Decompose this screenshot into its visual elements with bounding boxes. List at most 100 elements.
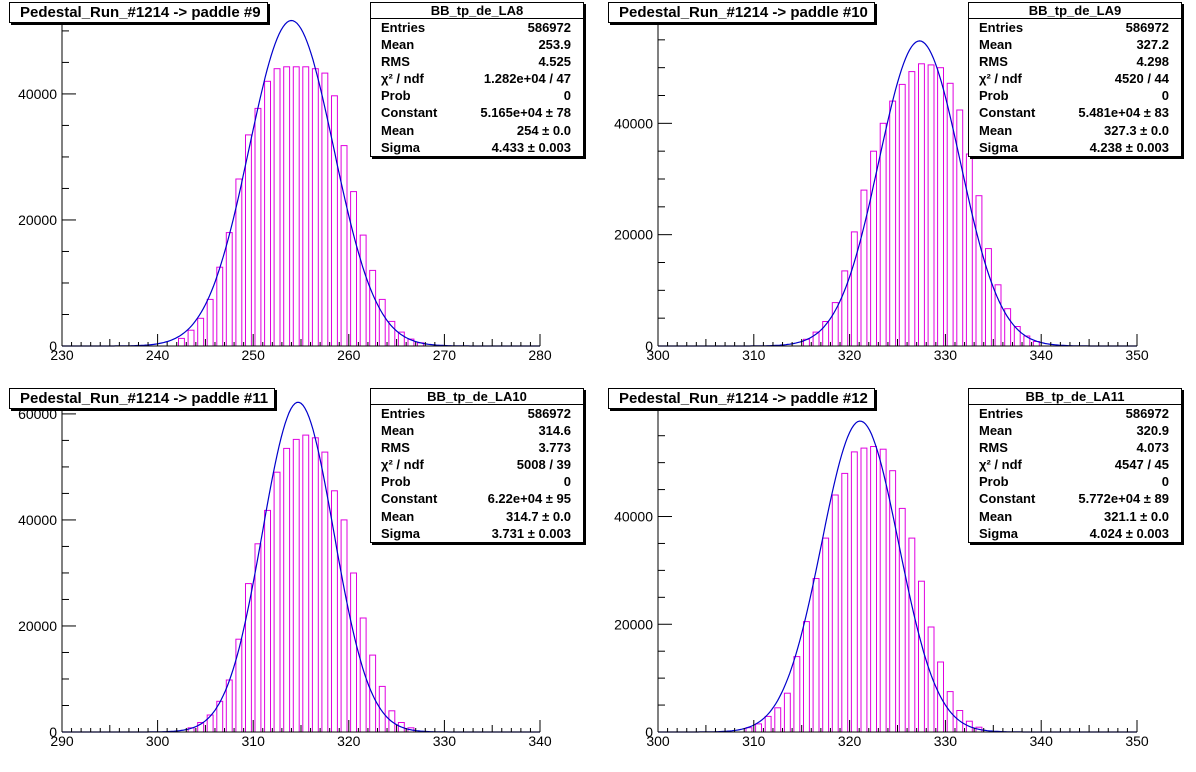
panel-1-histogram-bin — [388, 320, 396, 347]
panel-3-histogram-bin — [350, 572, 358, 733]
stats-box-title: BB_tp_de_LA10 — [371, 389, 583, 405]
stats-row-rms: RMS 4.525 — [381, 54, 571, 70]
stats-box-2: BB_tp_de_LA9 Entries 586972 Mean 327.2 RMS… — [968, 2, 1182, 157]
panel-1-x-tick-label: 250 — [242, 347, 266, 363]
stats-row-prob: Prob 0 — [979, 474, 1169, 490]
panel-2-histogram-bin — [831, 302, 839, 347]
panel-1-histogram-bin — [197, 317, 205, 347]
stats-row-rms: RMS 3.773 — [381, 440, 571, 456]
panel-4-histogram-bin — [803, 621, 810, 733]
panel-2-histogram-bin — [870, 150, 877, 347]
panel-1-histogram-bin — [273, 68, 281, 347]
panel-3-x-tick-label: 320 — [337, 733, 361, 749]
panel-2-histogram-bin — [898, 83, 906, 347]
stats-row-fit-mean: Mean 321.1 ± 0.0 — [979, 508, 1169, 524]
stats-row-sigma: Sigma 3.731 ± 0.003 — [381, 525, 571, 541]
panel-4-histogram-bin — [755, 723, 762, 733]
panel-1-histogram-bin — [369, 269, 377, 347]
panel-1-y-tick-label: 40000 — [18, 86, 57, 102]
panel-2-histogram-bin — [965, 153, 973, 347]
panel-4-x-tick-label: 300 — [646, 733, 670, 749]
stats-row-chi2: χ² / ndf 5008 / 39 — [381, 457, 571, 473]
panel-1-y-tick-label: 0 — [49, 338, 57, 354]
panel-1-histogram-bin — [245, 134, 252, 347]
stats-row-chi2: χ² / ndf 1.282e+04 / 47 — [381, 71, 571, 87]
stats-row-mean: Mean 320.9 — [979, 423, 1169, 439]
panel-3-x-tick-label: 290 — [50, 733, 74, 749]
panel-2-histogram-bin — [850, 231, 858, 347]
panel-4-histogram-bin — [908, 537, 916, 733]
panel-4-histogram-bin — [783, 692, 791, 733]
panel-2-x-tick-label: 320 — [838, 347, 862, 363]
panel-3-y-tick-label: 0 — [49, 724, 57, 740]
panel-3-x-tick-label: 310 — [242, 733, 266, 749]
panel-3-title: Pedestal_Run_#1214 -> paddle #11 — [9, 388, 276, 409]
panel-3-histogram-bin — [311, 437, 319, 733]
panel-3-x-tick-label: 340 — [528, 733, 552, 749]
panel-1-histogram-bin — [206, 298, 214, 347]
panel-4-histogram-bin — [793, 656, 801, 733]
panel-1-x-tick-label: 230 — [50, 347, 74, 363]
panel-2-x-tick-label: 330 — [934, 347, 958, 363]
stats-row-sigma: Sigma 4.433 ± 0.003 — [381, 139, 571, 155]
panel-1-x-tick-label: 240 — [146, 347, 170, 363]
panel-2-histogram-bin — [879, 122, 887, 347]
panel-1-y-tick-label: 20000 — [18, 212, 57, 228]
stats-row-fit-mean: Mean 314.7 ± 0.0 — [381, 508, 571, 524]
panel-1-title: Pedestal_Run_#1214 -> paddle #9 — [9, 2, 268, 23]
stats-row-constant: Constant 5.165e+04 ± 78 — [381, 105, 571, 121]
panel-3-x-tick-label: 300 — [146, 733, 170, 749]
stats-row-mean: Mean 327.2 — [979, 37, 1169, 53]
panel-4-title: Pedestal_Run_#1214 -> paddle #12 — [608, 388, 875, 409]
panel-1-x-tick-label: 280 — [528, 347, 552, 363]
panel-1-histogram-bin — [292, 66, 300, 347]
panel-2-x-tick-label: 310 — [742, 347, 766, 363]
panel-2-y-tick-label: 0 — [645, 338, 653, 354]
panel-4-histogram-bin — [831, 494, 839, 733]
panel-4-y-tick-label: 20000 — [614, 616, 653, 632]
panel-3-histogram-bin — [283, 447, 291, 733]
panel-4-x-tick-label: 340 — [1030, 733, 1054, 749]
panel-2-histogram-bin — [860, 189, 868, 347]
panel-3-histogram-bin — [254, 543, 262, 733]
panel-1-histogram-bin — [225, 232, 233, 347]
stats-row-prob: Prob 0 — [381, 474, 571, 490]
panel-1-histogram-bin — [350, 191, 358, 347]
stats-box-title: BB_tp_de_LA9 — [969, 3, 1181, 19]
panel-3-histogram-bin — [264, 509, 272, 733]
panel-2-histogram-bin — [985, 248, 992, 347]
panel-4-histogram-bin — [898, 507, 906, 733]
panel-1-histogram-bin — [378, 298, 386, 347]
stats-row-chi2: χ² / ndf 4547 / 45 — [979, 457, 1169, 473]
panel-3-histogram-bin — [273, 471, 281, 733]
panel-2-histogram-bin — [918, 63, 925, 347]
panel-2-y-tick-label: 40000 — [614, 115, 653, 131]
stats-box-title: BB_tp_de_LA8 — [371, 3, 583, 19]
panel-4-histogram-bin — [774, 707, 782, 733]
stats-row-constant: Constant 6.22e+04 ± 95 — [381, 491, 571, 507]
panel-1-histogram-bin — [264, 80, 272, 347]
panel-2-histogram-bin — [975, 195, 983, 347]
panel-2-histogram-bin — [841, 270, 849, 347]
stats-row-entries: Entries 586972 — [381, 20, 571, 35]
panel-3-histogram-bin — [235, 638, 243, 733]
panel-2-histogram-bin — [927, 64, 935, 347]
panel-3-y-tick-label: 20000 — [18, 618, 57, 634]
panel-1-histogram-bin — [331, 95, 338, 347]
stats-row-constant: Constant 5.772e+04 ± 89 — [979, 491, 1169, 507]
panel-1-histogram-bin — [359, 234, 367, 347]
stats-row-sigma: Sigma 4.238 ± 0.003 — [979, 139, 1169, 155]
panel-2-x-tick-label: 300 — [646, 347, 670, 363]
stats-row-sigma: Sigma 4.024 ± 0.003 — [979, 525, 1169, 541]
panel-3-histogram-bin — [292, 438, 300, 733]
stats-box-1: BB_tp_de_LA8 Entries 586972 Mean 253.9 RMS… — [370, 2, 584, 157]
stats-box-3: BB_tp_de_LA10 Entries 586972 Mean 314.6 RM… — [370, 388, 584, 543]
panel-1-histogram-bin — [187, 329, 195, 347]
panel-4-y-tick-label: 40000 — [614, 509, 653, 525]
stats-row-entries: Entries 586972 — [979, 406, 1169, 421]
stats-row-fit-mean: Mean 327.3 ± 0.0 — [979, 122, 1169, 138]
panel-4-histogram-bin — [841, 472, 849, 733]
panel-4-x-tick-label: 350 — [1125, 733, 1149, 749]
panel-4-x-tick-label: 320 — [838, 733, 862, 749]
